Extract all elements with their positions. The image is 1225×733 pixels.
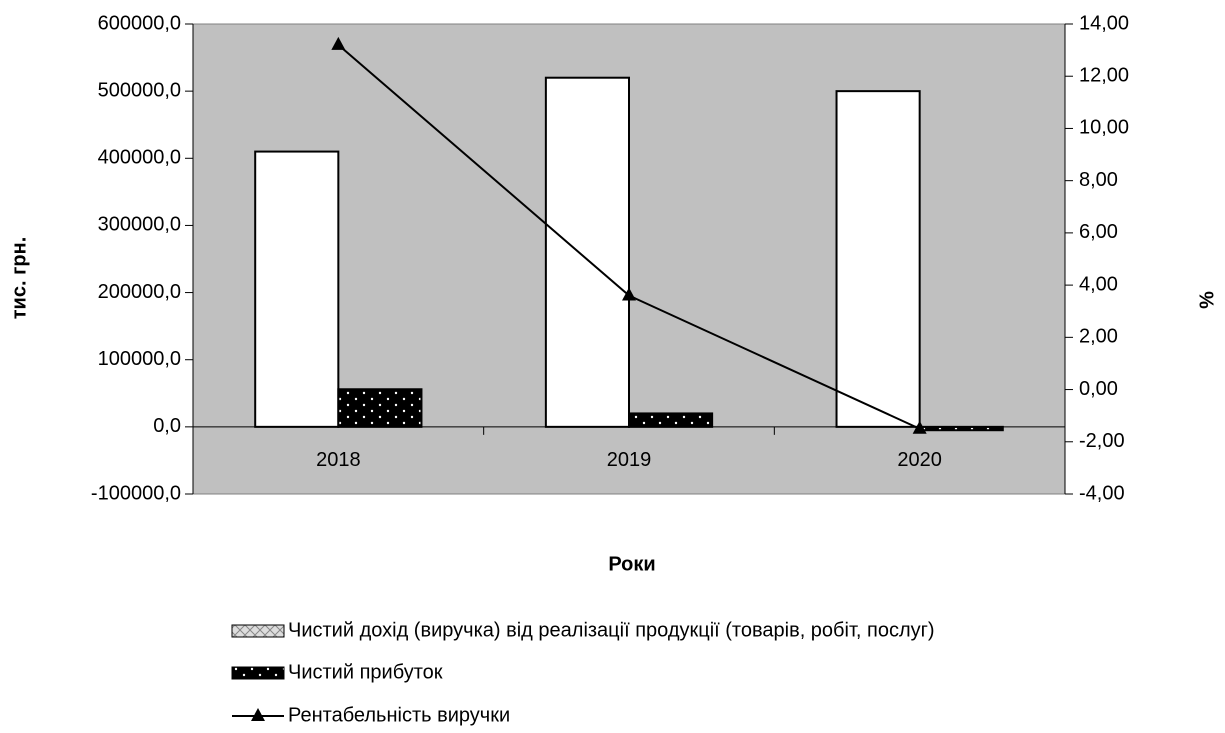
y2-tick-label: 8,00 [1079,169,1118,191]
y2-tick-label: 14,00 [1079,12,1129,34]
y2-tick-label: 4,00 [1079,273,1118,295]
y-axis-title: тис. грн. [8,237,30,320]
bar [254,150,340,428]
bar [628,412,714,428]
x-tick-label: 2018 [316,449,361,471]
x-tick-label: 2019 [607,449,652,471]
y2-tick-label: 12,00 [1079,65,1129,87]
legend-label: Чистий дохід (виручка) від реалізації пр… [288,619,935,641]
line-marker [331,36,346,50]
y-tick-label: -100000,0 [91,482,181,504]
y2-tick-label: 2,00 [1079,326,1118,348]
line-marker [912,420,927,434]
legend-swatch [231,666,285,680]
legend-swatch [231,624,285,638]
line-marker [622,287,636,301]
legend-label: Чистий прибуток [288,661,443,683]
x-tick-label: 2020 [897,449,942,471]
x-axis-title: Роки [608,553,655,575]
legend-swatch [251,708,265,721]
y-tick-label: 0,0 [153,415,181,437]
y-tick-label: 200000,0 [98,281,181,303]
y2-tick-label: -4,00 [1079,482,1125,504]
y2-tick-label: 0,00 [1079,378,1118,400]
y2-tick-label: -2,00 [1079,430,1125,452]
y-tick-label: 300000,0 [98,214,181,236]
bar [544,76,630,428]
y-tick-label: 500000,0 [98,79,181,101]
y2-tick-label: 10,00 [1079,117,1129,139]
y-tick-label: 600000,0 [98,12,181,34]
y2-axis-title: % [1196,291,1218,309]
legend-label: Рентабельність виручки [288,704,510,726]
y2-tick-label: 6,00 [1079,221,1118,243]
bar [918,425,1004,432]
bar [337,388,423,428]
y-tick-label: 400000,0 [98,147,181,169]
bar [835,90,921,428]
y-tick-label: 100000,0 [98,348,181,370]
